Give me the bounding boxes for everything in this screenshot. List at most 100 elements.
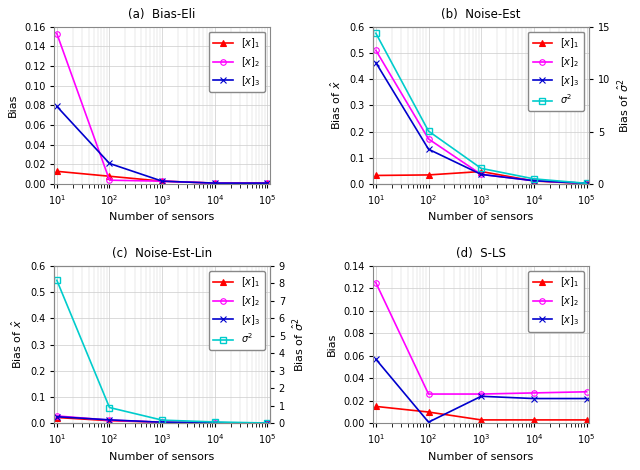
$[x]_1$: [158, 419, 166, 425]
$[x]_3$: [425, 419, 433, 425]
$[x]_2$: [372, 280, 380, 285]
$[x]_2$: [53, 413, 61, 419]
$[x]_1$: [372, 172, 380, 178]
$[x]_2$: [106, 177, 113, 183]
$[x]_1$: [264, 420, 271, 426]
$\sigma^2$: [158, 417, 166, 423]
X-axis label: Number of sensors: Number of sensors: [109, 452, 214, 462]
$[x]_1$: [530, 417, 538, 423]
Y-axis label: Bias: Bias: [8, 94, 19, 117]
Legend: $[x]_1$, $[x]_2$, $[x]_3$, $\sigma^2$: $[x]_1$, $[x]_2$, $[x]_3$, $\sigma^2$: [209, 271, 265, 350]
$[x]_2$: [582, 389, 590, 395]
Legend: $[x]_1$, $[x]_2$, $[x]_3$: $[x]_1$, $[x]_2$, $[x]_3$: [209, 31, 265, 93]
$[x]_3$: [372, 356, 380, 362]
Line: $[x]_2$: $[x]_2$: [54, 413, 270, 426]
$[x]_3$: [477, 393, 485, 399]
$[x]_3$: [211, 420, 219, 425]
$[x]_3$: [264, 180, 271, 186]
Line: $[x]_1$: $[x]_1$: [373, 169, 589, 187]
Line: $[x]_3$: $[x]_3$: [54, 414, 270, 426]
$[x]_2$: [53, 31, 61, 36]
Y-axis label: Bias of $\hat{x}$: Bias of $\hat{x}$: [329, 80, 344, 130]
$[x]_3$: [530, 178, 538, 183]
$[x]_3$: [211, 180, 219, 186]
$[x]_2$: [211, 420, 219, 425]
$[x]_1$: [158, 178, 166, 184]
$[x]_2$: [477, 172, 485, 177]
Legend: $[x]_1$, $[x]_2$, $[x]_3$, $\sigma^2$: $[x]_1$, $[x]_2$, $[x]_3$, $\sigma^2$: [527, 31, 584, 111]
$[x]_3$: [582, 396, 590, 401]
Title: (d)  S-LS: (d) S-LS: [456, 248, 506, 260]
$\sigma^2$: [211, 419, 219, 425]
$[x]_3$: [158, 178, 166, 184]
Line: $[x]_2$: $[x]_2$: [373, 280, 589, 397]
$[x]_1$: [211, 420, 219, 425]
$[x]_2$: [211, 180, 219, 186]
$[x]_3$: [582, 180, 590, 186]
$[x]_3$: [425, 146, 433, 152]
$[x]_3$: [106, 161, 113, 166]
Title: (c)  Noise-Est-Lin: (c) Noise-Est-Lin: [112, 248, 212, 260]
$[x]_1$: [530, 178, 538, 184]
$[x]_3$: [264, 420, 271, 426]
Line: $[x]_3$: $[x]_3$: [373, 60, 589, 186]
$[x]_2$: [158, 178, 166, 184]
$[x]_2$: [158, 419, 166, 425]
$[x]_1$: [582, 181, 590, 187]
$[x]_2$: [530, 390, 538, 396]
$[x]_2$: [106, 417, 113, 423]
$[x]_2$: [582, 180, 590, 186]
$[x]_1$: [372, 404, 380, 409]
$\sigma^2$: [106, 405, 113, 410]
$\sigma^2$: [264, 420, 271, 426]
$[x]_2$: [530, 178, 538, 183]
$\sigma^2$: [582, 180, 590, 186]
$[x]_1$: [582, 417, 590, 423]
$[x]_1$: [425, 409, 433, 415]
$[x]_2$: [372, 47, 380, 53]
Line: $[x]_1$: $[x]_1$: [373, 404, 589, 423]
Y-axis label: Bias of $\hat{x}$: Bias of $\hat{x}$: [10, 320, 24, 369]
$[x]_2$: [264, 420, 271, 426]
$[x]_3$: [106, 417, 113, 423]
$[x]_3$: [530, 396, 538, 401]
$[x]_1$: [211, 180, 219, 186]
Line: $[x]_2$: $[x]_2$: [373, 47, 589, 186]
$[x]_1$: [264, 180, 271, 186]
$[x]_1$: [106, 418, 113, 423]
Title: (a)  Bias-Eli: (a) Bias-Eli: [129, 8, 196, 21]
X-axis label: Number of sensors: Number of sensors: [428, 212, 534, 222]
$[x]_3$: [158, 419, 166, 425]
$[x]_2$: [477, 391, 485, 397]
$[x]_1$: [106, 173, 113, 179]
$\sigma^2$: [530, 176, 538, 182]
Line: $[x]_3$: $[x]_3$: [373, 356, 589, 425]
Line: $[x]_2$: $[x]_2$: [54, 31, 270, 186]
$\sigma^2$: [477, 165, 485, 171]
Title: (b)  Noise-Est: (b) Noise-Est: [442, 8, 521, 21]
Line: $[x]_3$: $[x]_3$: [54, 103, 270, 186]
$[x]_1$: [53, 169, 61, 174]
X-axis label: Number of sensors: Number of sensors: [109, 212, 214, 222]
$[x]_3$: [477, 172, 485, 177]
Y-axis label: Bias: Bias: [327, 333, 337, 356]
$[x]_1$: [477, 417, 485, 423]
$[x]_1$: [425, 172, 433, 178]
Legend: $[x]_1$, $[x]_2$, $[x]_3$: $[x]_1$, $[x]_2$, $[x]_3$: [527, 271, 584, 331]
$[x]_3$: [53, 103, 61, 109]
$[x]_2$: [264, 180, 271, 186]
$[x]_2$: [425, 136, 433, 142]
Y-axis label: Bias of $\hat{\sigma}^2$: Bias of $\hat{\sigma}^2$: [291, 317, 307, 372]
$[x]_1$: [53, 415, 61, 420]
$[x]_1$: [477, 169, 485, 174]
$[x]_2$: [425, 391, 433, 397]
Line: $\sigma^2$: $\sigma^2$: [54, 277, 270, 426]
$\sigma^2$: [53, 277, 61, 283]
$\sigma^2$: [425, 128, 433, 134]
$\sigma^2$: [372, 31, 380, 36]
Line: $[x]_1$: $[x]_1$: [54, 415, 270, 426]
$[x]_3$: [372, 60, 380, 65]
Y-axis label: Bias of $\hat{\sigma}^2$: Bias of $\hat{\sigma}^2$: [616, 78, 632, 133]
$[x]_3$: [53, 414, 61, 420]
Line: $\sigma^2$: $\sigma^2$: [373, 31, 589, 186]
